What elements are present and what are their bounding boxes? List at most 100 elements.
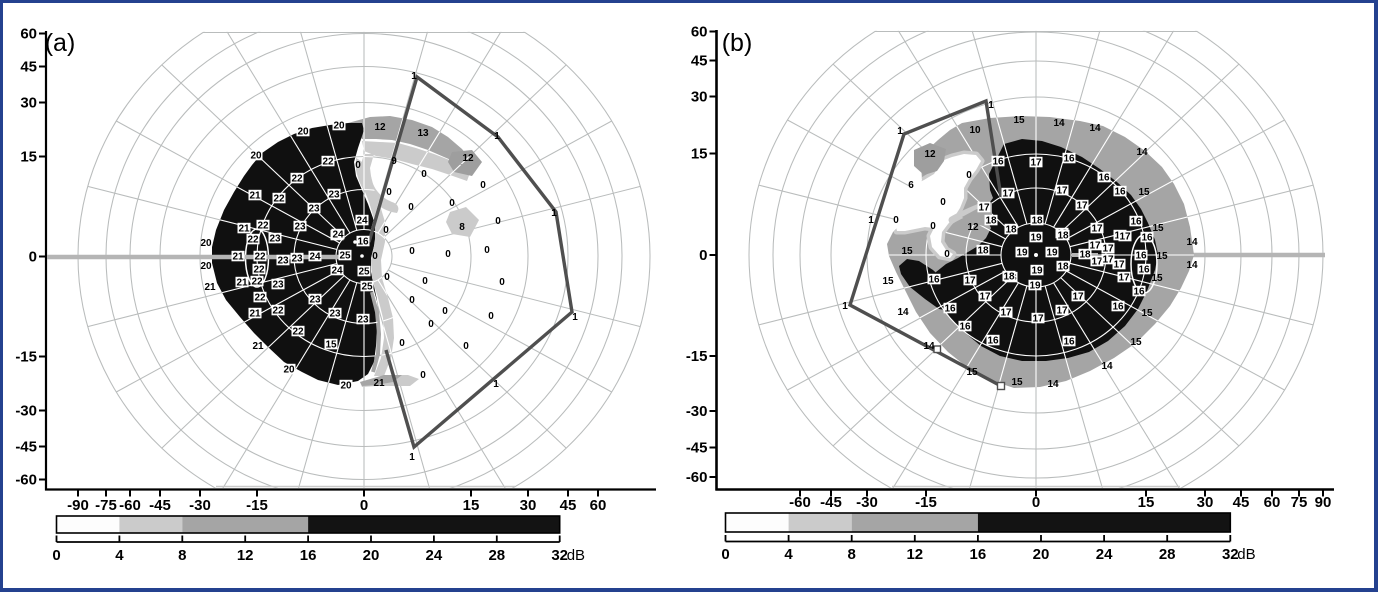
svg-text:0: 0 xyxy=(495,216,501,227)
svg-text:19: 19 xyxy=(1046,248,1058,259)
svg-text:22: 22 xyxy=(251,277,263,288)
svg-text:15: 15 xyxy=(1156,251,1168,262)
svg-text:14: 14 xyxy=(1089,123,1101,134)
svg-text:15: 15 xyxy=(1151,273,1163,284)
svg-text:17: 17 xyxy=(1102,255,1114,266)
svg-text:20: 20 xyxy=(200,238,212,249)
svg-text:16: 16 xyxy=(1130,217,1142,228)
svg-text:-15: -15 xyxy=(246,497,268,514)
svg-text:16: 16 xyxy=(1112,302,1124,313)
svg-text:16: 16 xyxy=(970,546,987,563)
svg-text:16: 16 xyxy=(1098,173,1110,184)
svg-text:4: 4 xyxy=(784,546,793,563)
svg-text:-60: -60 xyxy=(119,497,141,514)
svg-text:0: 0 xyxy=(463,341,469,352)
svg-text:32: 32 xyxy=(551,547,568,564)
svg-text:28: 28 xyxy=(1159,546,1176,563)
svg-text:23: 23 xyxy=(294,222,306,233)
svg-text:-60: -60 xyxy=(15,472,37,489)
svg-text:20: 20 xyxy=(250,151,262,162)
svg-text:-75: -75 xyxy=(95,497,117,514)
svg-text:16: 16 xyxy=(928,275,940,286)
svg-text:16: 16 xyxy=(300,547,317,564)
svg-text:-30: -30 xyxy=(686,403,708,420)
svg-text:17: 17 xyxy=(1056,306,1068,317)
svg-text:17: 17 xyxy=(1089,241,1101,252)
svg-text:12: 12 xyxy=(462,153,474,164)
svg-text:17: 17 xyxy=(1030,158,1042,169)
svg-text:0: 0 xyxy=(930,221,936,232)
svg-text:(a): (a) xyxy=(45,29,76,57)
svg-text:17: 17 xyxy=(1072,292,1084,303)
svg-text:17: 17 xyxy=(979,292,991,303)
svg-text:0: 0 xyxy=(421,169,427,180)
svg-text:dB: dB xyxy=(567,547,585,564)
svg-text:0: 0 xyxy=(384,272,390,283)
svg-text:23: 23 xyxy=(329,309,341,320)
svg-text:12: 12 xyxy=(237,547,254,564)
svg-text:17: 17 xyxy=(978,203,990,214)
svg-text:0: 0 xyxy=(1032,494,1040,511)
svg-text:10: 10 xyxy=(969,125,981,136)
svg-text:30: 30 xyxy=(1197,494,1214,511)
svg-text:16: 16 xyxy=(1063,337,1075,348)
svg-text:19: 19 xyxy=(1030,233,1042,244)
svg-text:16: 16 xyxy=(992,157,1004,168)
svg-text:28: 28 xyxy=(488,547,505,564)
svg-text:17: 17 xyxy=(964,276,976,287)
svg-text:90: 90 xyxy=(1315,494,1332,511)
svg-text:0: 0 xyxy=(408,202,414,213)
svg-text:21: 21 xyxy=(252,341,264,352)
svg-text:60: 60 xyxy=(20,26,37,43)
svg-text:18: 18 xyxy=(1003,272,1015,283)
svg-text:24: 24 xyxy=(332,230,344,241)
svg-text:0: 0 xyxy=(944,249,950,260)
svg-text:17: 17 xyxy=(1091,224,1103,235)
svg-text:23: 23 xyxy=(272,280,284,291)
svg-text:0: 0 xyxy=(355,160,361,171)
svg-text:20: 20 xyxy=(297,127,309,138)
svg-text:-90: -90 xyxy=(67,497,89,514)
svg-text:4: 4 xyxy=(115,547,124,564)
svg-text:0: 0 xyxy=(360,497,368,514)
svg-text:0: 0 xyxy=(386,187,392,198)
svg-text:-45: -45 xyxy=(149,497,171,514)
svg-text:12: 12 xyxy=(924,149,936,160)
svg-text:21: 21 xyxy=(204,282,216,293)
svg-text:22: 22 xyxy=(273,194,285,205)
svg-text:16: 16 xyxy=(1135,251,1147,262)
svg-text:18: 18 xyxy=(977,246,989,257)
svg-text:45: 45 xyxy=(20,59,37,76)
svg-text:19: 19 xyxy=(1029,281,1041,292)
svg-text:16: 16 xyxy=(1114,187,1126,198)
svg-text:0: 0 xyxy=(399,338,405,349)
svg-text:23: 23 xyxy=(269,234,281,245)
svg-text:30: 30 xyxy=(691,89,708,106)
svg-text:18: 18 xyxy=(1079,250,1091,261)
svg-text:1: 1 xyxy=(551,208,557,219)
svg-text:14: 14 xyxy=(1186,260,1198,271)
svg-text:30: 30 xyxy=(520,497,537,514)
svg-text:0: 0 xyxy=(966,170,972,181)
svg-text:15: 15 xyxy=(463,497,480,514)
svg-text:-15: -15 xyxy=(686,348,708,365)
svg-text:8: 8 xyxy=(459,222,465,233)
svg-text:22: 22 xyxy=(254,293,266,304)
svg-text:24: 24 xyxy=(356,216,368,227)
svg-text:12: 12 xyxy=(374,122,386,133)
svg-text:14: 14 xyxy=(1053,118,1065,129)
svg-text:45: 45 xyxy=(691,53,708,70)
svg-text:0: 0 xyxy=(445,249,451,260)
svg-text:21: 21 xyxy=(249,309,261,320)
svg-text:16: 16 xyxy=(1141,233,1153,244)
svg-text:20: 20 xyxy=(340,381,352,392)
svg-text:16: 16 xyxy=(944,304,956,315)
svg-text:17: 17 xyxy=(1118,273,1130,284)
svg-text:60: 60 xyxy=(590,497,607,514)
svg-text:1: 1 xyxy=(572,312,578,323)
svg-text:15: 15 xyxy=(1130,337,1142,348)
svg-text:1: 1 xyxy=(988,100,994,111)
svg-text:21: 21 xyxy=(238,224,250,235)
svg-text:0: 0 xyxy=(484,245,490,256)
svg-text:0: 0 xyxy=(940,197,946,208)
